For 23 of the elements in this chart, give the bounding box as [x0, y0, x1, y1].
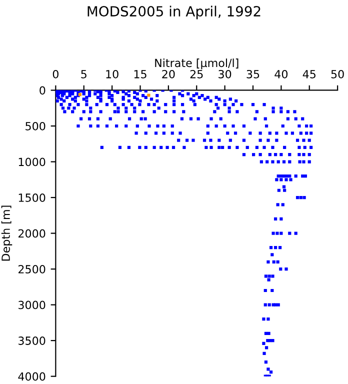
y-axis-title: Depth [m] — [1, 206, 12, 261]
x-tick-label: 40 — [274, 70, 288, 78]
y-tick-label: 500 — [26, 122, 46, 130]
x-tick-label: 25 — [190, 70, 203, 78]
x-tick-label: 45 — [302, 70, 316, 78]
y-tick-label: 2000 — [18, 229, 46, 238]
y-tick-label: 1500 — [18, 193, 46, 202]
x-tick-label: 20 — [162, 70, 175, 78]
x-tick-label: 5 — [81, 70, 86, 78]
chart-title: MODS2005 in April, 1992 — [88, 6, 260, 20]
y-tick-label: 2500 — [18, 265, 46, 274]
y-tick-label: 0 — [40, 86, 46, 95]
x-tick-label: 0 — [52, 70, 58, 78]
y-tick-label: 4000 — [18, 372, 46, 381]
y-tick-label: 3000 — [18, 300, 46, 310]
x-tick-label: 15 — [134, 70, 146, 78]
x-axis-title: Nitrate [µmol/l] — [155, 58, 238, 70]
y-tick-label: 3500 — [18, 336, 46, 345]
y-tick-label: 1000 — [18, 158, 46, 166]
x-tick-label: 35 — [246, 70, 260, 78]
x-tick-label: 50 — [331, 70, 344, 78]
x-tick-label: 30 — [218, 70, 232, 78]
x-tick-label: 10 — [106, 70, 118, 78]
